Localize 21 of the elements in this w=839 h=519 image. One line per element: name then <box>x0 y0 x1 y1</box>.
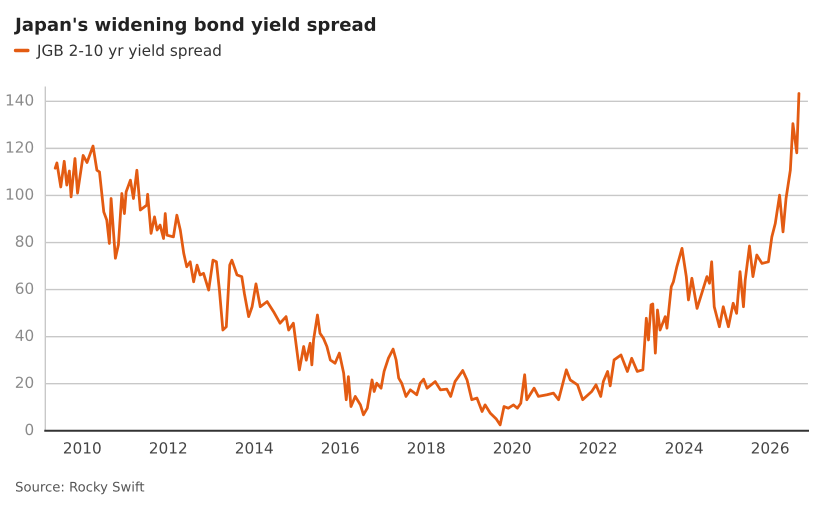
y-tick-label: 120 <box>6 141 34 153</box>
y-tick-label: 80 <box>16 235 34 247</box>
x-tick-label: 2014 <box>236 442 273 454</box>
y-tick-label: 20 <box>16 376 34 388</box>
source-note: Source: Rocky Swift <box>16 481 144 494</box>
x-tick-label: 2010 <box>64 442 101 454</box>
y-tick-label: 100 <box>6 188 34 200</box>
legend-label: JGB 2-10 yr yield spread <box>36 44 221 60</box>
y-tick-label: 0 <box>25 424 34 436</box>
y-tick-label: 140 <box>6 94 34 106</box>
chart-title: Japan's widening bond yield spread <box>14 17 376 35</box>
x-tick-label: 2022 <box>580 442 616 454</box>
y-tick-label: 40 <box>16 330 34 342</box>
x-tick-label: 2016 <box>322 442 359 454</box>
x-tick-label: 2018 <box>408 442 445 454</box>
x-tick-label: 2026 <box>752 442 789 454</box>
line-series <box>54 92 800 426</box>
y-tick-label: 60 <box>16 282 34 294</box>
x-tick-label: 2012 <box>150 442 186 454</box>
x-tick-label: 2020 <box>494 442 531 454</box>
x-tick-label: 2024 <box>666 442 703 454</box>
